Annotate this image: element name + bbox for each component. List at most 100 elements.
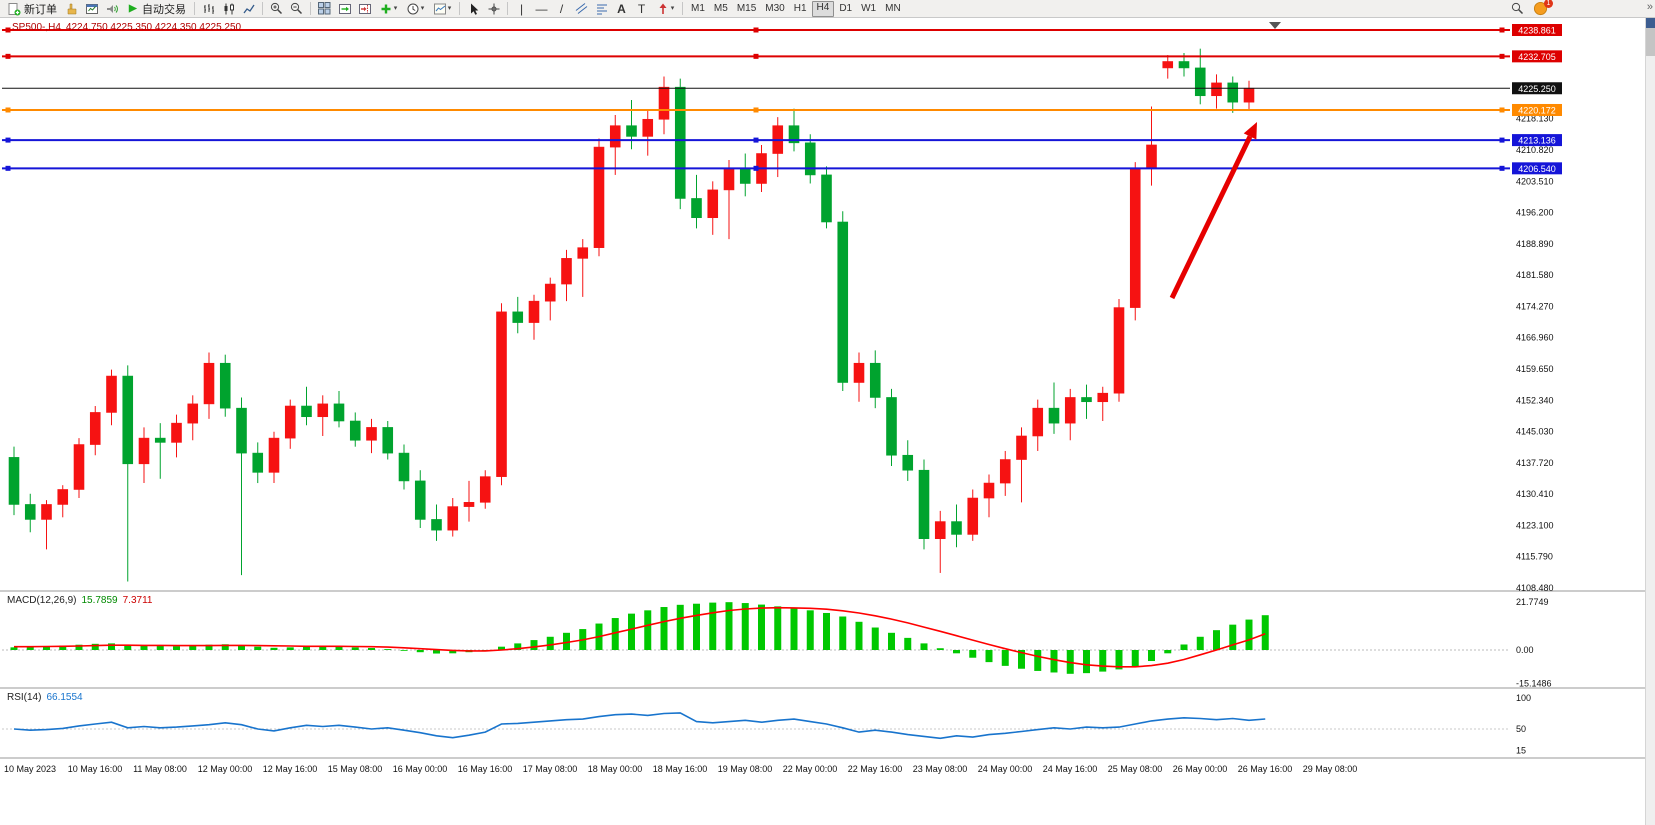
support-line-blue-2-handle[interactable] bbox=[753, 165, 759, 171]
resistance-line-2-price-box bbox=[1512, 50, 1562, 63]
trend-arrow[interactable] bbox=[1169, 135, 1253, 300]
support-line-blue-1-handle[interactable] bbox=[1499, 137, 1505, 143]
templates-button[interactable]: ▾ bbox=[429, 1, 455, 17]
line-chart-icon[interactable] bbox=[239, 1, 258, 17]
timeframe-m15[interactable]: M15 bbox=[736, 2, 757, 14]
resistance-line-2-handle[interactable] bbox=[753, 53, 759, 59]
resistance-line-2-price-label: 4232.705 bbox=[1518, 52, 1556, 62]
macd-histogram-bar bbox=[140, 645, 148, 650]
resistance-line-1-handle[interactable] bbox=[753, 27, 759, 33]
trend-arrow-head[interactable] bbox=[1243, 122, 1257, 140]
scrollbar-up-button[interactable] bbox=[1646, 18, 1655, 28]
zoom-out-icon[interactable] bbox=[287, 1, 306, 17]
resistance-line-1-handle[interactable] bbox=[5, 27, 11, 33]
support-line-orange-handle[interactable] bbox=[1499, 107, 1505, 113]
macd-signal-line bbox=[14, 606, 1266, 668]
toolbar-separator bbox=[507, 2, 508, 15]
macd-histogram-bar bbox=[449, 650, 457, 654]
candlestick-chart-icon[interactable] bbox=[219, 1, 238, 17]
macd-signal-value: 7.3711 bbox=[122, 595, 153, 606]
timeframe-d1[interactable]: D1 bbox=[839, 2, 853, 14]
vertical-line-tool-icon[interactable]: | bbox=[519, 1, 524, 16]
bid-price-line-price-box bbox=[1512, 82, 1562, 95]
label-tool-icon[interactable]: T bbox=[637, 1, 646, 16]
support-line-orange-handle[interactable] bbox=[753, 107, 759, 113]
zoom-in-icon[interactable] bbox=[267, 1, 286, 17]
crosshair-icon[interactable] bbox=[484, 1, 503, 17]
candle bbox=[41, 504, 52, 520]
support-line-blue-1-handle[interactable] bbox=[753, 137, 759, 143]
speaker-icon[interactable] bbox=[102, 1, 121, 17]
chart-ohlc-header: SP500-,H4 4224.750 4225.350 4224.350 4225… bbox=[12, 22, 246, 33]
timeframe-m1[interactable]: M1 bbox=[691, 2, 705, 14]
candle bbox=[561, 258, 572, 285]
periods-button[interactable]: ▾ bbox=[402, 1, 428, 17]
time-axis-label: 10 May 2023 bbox=[4, 764, 56, 774]
resistance-line-2-handle[interactable] bbox=[5, 53, 11, 59]
candle bbox=[642, 118, 654, 137]
resistance-line-2-handle[interactable] bbox=[1499, 53, 1505, 59]
fibonacci-tool-icon[interactable] bbox=[592, 1, 611, 17]
autoscroll-icon[interactable] bbox=[335, 1, 354, 17]
horizontal-line-tool-icon[interactable]: — bbox=[535, 1, 548, 16]
macd-histogram-bar bbox=[676, 604, 684, 650]
toolbar-overflow-icon[interactable]: » bbox=[1646, 1, 1653, 13]
text-tool-icon[interactable]: A bbox=[617, 1, 626, 16]
candle bbox=[788, 125, 800, 144]
channel-tool-icon[interactable] bbox=[572, 1, 591, 17]
candle bbox=[8, 457, 20, 505]
chart-canvas[interactable]: 4218.130 4210.820 4203.510 4196.200 4188.890… bbox=[0, 18, 1655, 825]
chart-shift-icon[interactable] bbox=[355, 1, 374, 17]
support-line-blue-2-handle[interactable] bbox=[1499, 165, 1505, 171]
macd-histogram-bar bbox=[693, 603, 700, 650]
resistance-line-1-handle[interactable] bbox=[1499, 27, 1505, 33]
macd-histogram-bar bbox=[286, 647, 294, 650]
scrollbar-thumb[interactable] bbox=[1646, 28, 1655, 56]
macd-histogram-bar bbox=[124, 645, 132, 650]
support-line-orange-price-label: 4220.172 bbox=[1518, 105, 1556, 115]
macd-histogram-bar bbox=[91, 643, 99, 650]
candle bbox=[252, 452, 264, 473]
time-axis-label: 26 May 16:00 bbox=[1238, 764, 1293, 774]
price-tick-label: 4166.960 bbox=[1516, 333, 1554, 343]
support-line-blue-1-handle[interactable] bbox=[5, 137, 11, 143]
timeframe-mn[interactable]: MN bbox=[885, 2, 901, 14]
tile-windows-icon[interactable] bbox=[315, 1, 334, 17]
indicator-plus-icon bbox=[381, 4, 391, 13]
cursor-icon[interactable] bbox=[464, 1, 483, 17]
timeframe-w1[interactable]: W1 bbox=[861, 2, 877, 14]
new-order-button[interactable]: 新订单 bbox=[3, 1, 61, 17]
macd-histogram-bar bbox=[546, 636, 554, 650]
vertical-scrollbar[interactable] bbox=[1645, 18, 1655, 825]
price-tick-label: 4203.510 bbox=[1516, 176, 1554, 186]
macd-histogram-bar bbox=[888, 632, 895, 650]
arrows-button[interactable]: ▾ bbox=[652, 1, 678, 17]
timeframe-m30[interactable]: M30 bbox=[765, 2, 785, 14]
support-line-orange-handle[interactable] bbox=[5, 107, 11, 113]
chart-shift-marker[interactable] bbox=[1269, 22, 1281, 29]
candle bbox=[1032, 407, 1044, 437]
chart-window-icon[interactable] bbox=[82, 1, 101, 17]
candle bbox=[89, 412, 101, 445]
macd-histogram-bar bbox=[725, 602, 733, 650]
price-tick-label: 4174.270 bbox=[1516, 301, 1554, 311]
candle bbox=[1113, 307, 1125, 394]
indicators-button[interactable]: ▾ bbox=[375, 1, 401, 17]
autotrade-label: 自动交易 bbox=[142, 3, 186, 16]
community-icon[interactable]: 1 bbox=[1531, 0, 1553, 17]
trendline-tool-icon[interactable]: / bbox=[559, 1, 564, 16]
chart-ohlc-values: 4224.750 4225.350 4224.350 4225.250 bbox=[65, 22, 242, 33]
timeframe-m5[interactable]: M5 bbox=[713, 2, 728, 14]
macd-histogram-bar bbox=[319, 646, 327, 650]
autotrade-button[interactable]: 自动交易 bbox=[122, 1, 190, 17]
hand-icon[interactable] bbox=[62, 1, 81, 17]
macd-histogram-bar bbox=[416, 650, 424, 653]
bar-chart-icon[interactable] bbox=[199, 1, 218, 17]
price-tick-label: 4137.720 bbox=[1516, 458, 1554, 468]
timeframe-h4[interactable]: H4 bbox=[811, 0, 835, 17]
search-icon[interactable] bbox=[1508, 1, 1527, 17]
timeframe-h1[interactable]: H1 bbox=[793, 2, 807, 14]
support-line-blue-2-handle[interactable] bbox=[5, 165, 11, 171]
caret-down-icon: ▾ bbox=[393, 4, 398, 12]
candle bbox=[171, 422, 182, 443]
